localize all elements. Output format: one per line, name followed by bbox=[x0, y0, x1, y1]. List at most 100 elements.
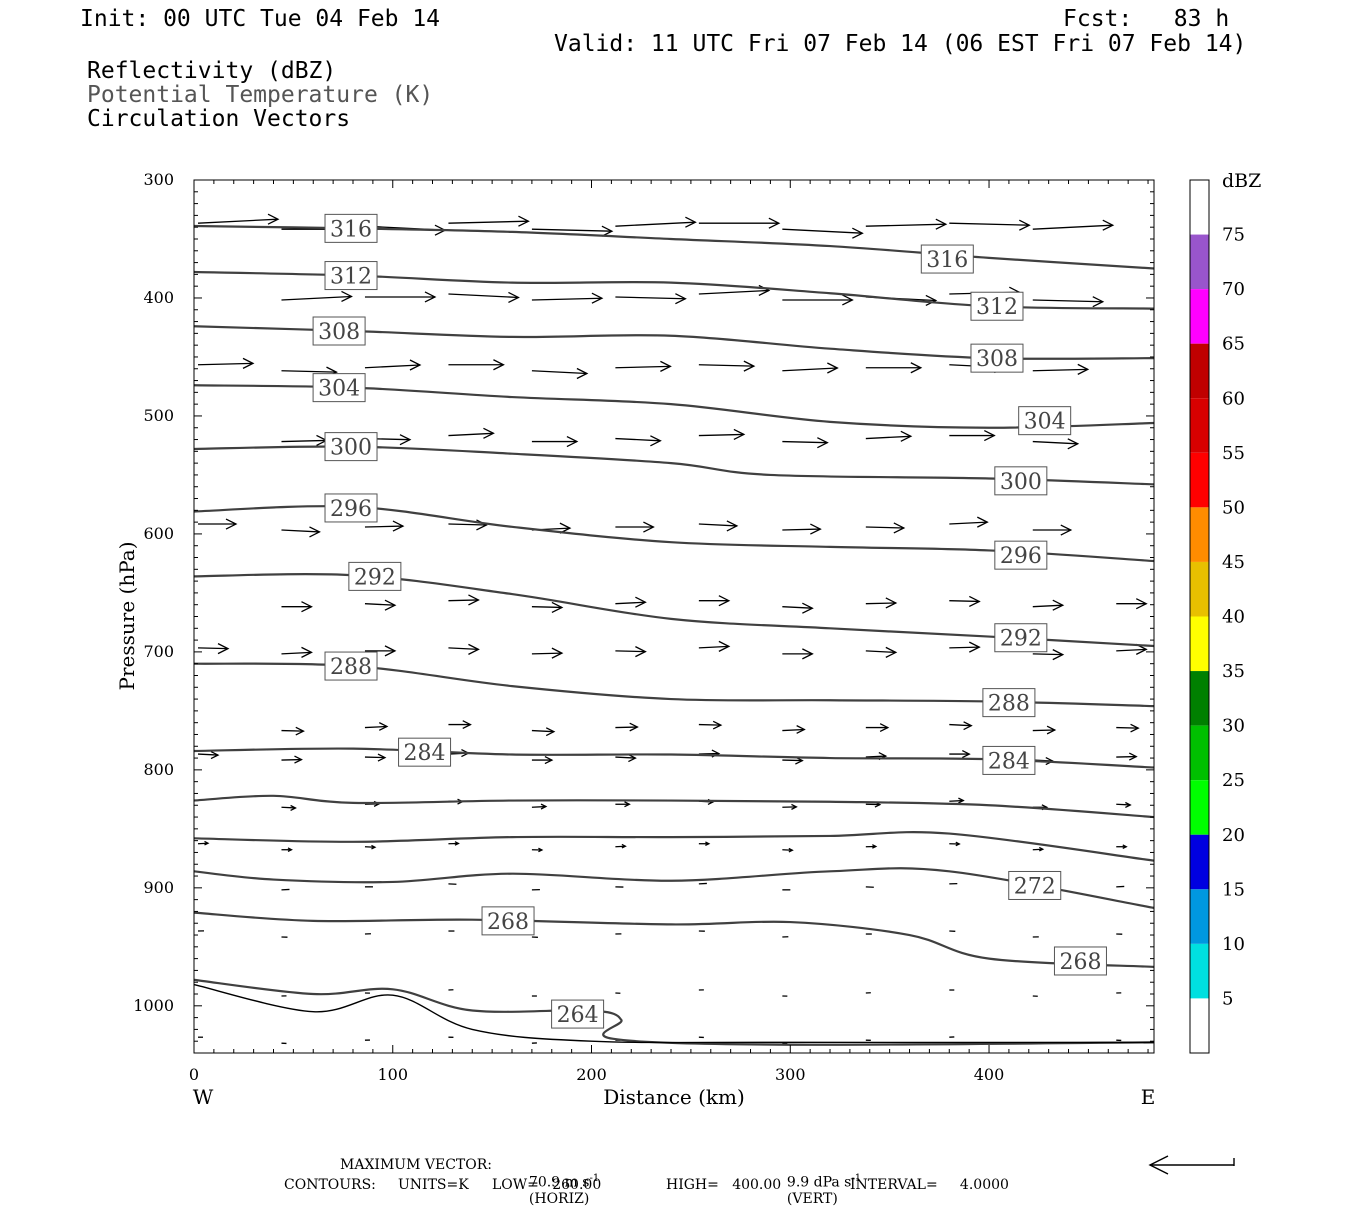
vector-arrow bbox=[365, 526, 403, 527]
vector-arrow bbox=[281, 530, 319, 532]
vector-arrow bbox=[532, 607, 562, 608]
colorbar-segment bbox=[1190, 562, 1209, 617]
colorbar-tick-label: 60 bbox=[1222, 388, 1245, 409]
west-label: W bbox=[193, 1085, 214, 1109]
contour-label: 268 bbox=[1059, 950, 1101, 975]
vector-arrow bbox=[281, 652, 311, 654]
colorbar-segment bbox=[1190, 671, 1209, 726]
contour-label: 300 bbox=[330, 436, 372, 461]
y-axis-title: Pressure (hPa) bbox=[115, 542, 139, 691]
colorbar-segment bbox=[1190, 453, 1209, 508]
colorbar-tick-label: 45 bbox=[1222, 552, 1245, 573]
colorbar-tick-label: 65 bbox=[1222, 334, 1245, 355]
colorbar-tick-label: 15 bbox=[1222, 879, 1245, 900]
y-tick-label: 1000 bbox=[133, 996, 174, 1015]
vector-arrow bbox=[281, 371, 336, 372]
vector-arrow bbox=[1033, 369, 1088, 370]
colorbar-segment bbox=[1190, 944, 1209, 999]
vector-arrow bbox=[448, 524, 486, 525]
vector-arrow bbox=[448, 433, 493, 435]
contour-label: 292 bbox=[1000, 627, 1042, 652]
vector-arrow bbox=[1033, 654, 1063, 655]
vector-arrow bbox=[782, 529, 820, 530]
colorbar-segment bbox=[1190, 344, 1209, 399]
colorbar-tick-label: 50 bbox=[1222, 497, 1245, 518]
vector-arrow bbox=[365, 604, 395, 606]
colorbar-tick-label: 70 bbox=[1222, 279, 1245, 300]
colorbar-title: dBZ bbox=[1222, 170, 1261, 192]
vector-arrow bbox=[281, 731, 303, 732]
y-tick-label: 700 bbox=[143, 642, 174, 661]
colorbar-segment bbox=[1190, 617, 1209, 672]
theta-contours: 3163163123123083083043043003002962962922… bbox=[194, 214, 1154, 1044]
vector-arrow bbox=[1033, 730, 1055, 731]
x-tick-label: 200 bbox=[576, 1065, 607, 1084]
vector-arrow bbox=[699, 725, 721, 726]
theta-contour-264 bbox=[194, 980, 1154, 1045]
vector-arrow bbox=[866, 527, 904, 528]
vector-arrow bbox=[699, 365, 754, 366]
vector-arrow bbox=[699, 646, 729, 648]
colorbar-segment bbox=[1190, 289, 1209, 344]
vector-arrow bbox=[448, 221, 528, 223]
contours-label: CONTOURS: bbox=[284, 1177, 376, 1193]
contour-label: 304 bbox=[1024, 410, 1066, 435]
contour-label: 296 bbox=[330, 497, 372, 522]
vector-arrow bbox=[782, 368, 837, 371]
x-tick-label: 100 bbox=[377, 1065, 408, 1084]
theta-contour-276 bbox=[194, 832, 1154, 861]
contours-interval: INTERVAL= 4.0000 bbox=[850, 1177, 1009, 1193]
contour-label: 312 bbox=[330, 265, 372, 290]
colorbar-tick-label: 55 bbox=[1222, 443, 1245, 464]
contour-label: 312 bbox=[976, 295, 1018, 320]
contour-label: 288 bbox=[330, 655, 372, 680]
vector-arrow bbox=[949, 647, 979, 648]
vector-arrow bbox=[198, 363, 253, 364]
contours-low: LOW= 260.00 bbox=[492, 1177, 601, 1193]
vector-arrow bbox=[949, 601, 979, 602]
contour-label: 296 bbox=[1000, 544, 1042, 569]
vector-arrow bbox=[615, 222, 695, 226]
colorbar-tick-label: 5 bbox=[1222, 988, 1233, 1009]
colorbar-tick-label: 25 bbox=[1222, 770, 1245, 791]
east-label: E bbox=[1141, 1085, 1156, 1109]
colorbar-segment bbox=[1190, 235, 1209, 290]
colorbar-tick-label: 20 bbox=[1222, 825, 1245, 846]
vector-arrow bbox=[699, 290, 769, 294]
vector-arrow bbox=[448, 648, 478, 650]
colorbar-tick-label: 40 bbox=[1222, 607, 1245, 628]
theta-contour-268 bbox=[194, 913, 1154, 967]
vector-arrow bbox=[782, 607, 812, 609]
contour-label: 292 bbox=[354, 565, 396, 590]
vector-arrow bbox=[866, 603, 896, 604]
theta-contour-280 bbox=[194, 796, 1154, 817]
vector-arrow bbox=[532, 653, 562, 654]
vector-arrow bbox=[1033, 442, 1078, 444]
colorbar-tick-label: 75 bbox=[1222, 225, 1245, 246]
vector-arrow bbox=[615, 297, 685, 299]
y-tick-label: 800 bbox=[143, 760, 174, 779]
colorbar-segment bbox=[1190, 835, 1209, 890]
vector-arrow bbox=[782, 760, 802, 761]
contour-label: 268 bbox=[487, 910, 529, 935]
colorbar-segment bbox=[1190, 726, 1209, 781]
y-tick-label: 400 bbox=[143, 288, 174, 307]
vert-value: 9.9 dPa s bbox=[787, 1175, 851, 1191]
horiz-tail: (HORIZ) bbox=[529, 1191, 589, 1207]
contour-label: 304 bbox=[318, 377, 360, 402]
colorbar-tick-label: 35 bbox=[1222, 661, 1245, 682]
colorbar-segment bbox=[1190, 998, 1209, 1053]
vector-arrow bbox=[1116, 757, 1136, 758]
y-tick-label: 300 bbox=[143, 170, 174, 189]
colorbar-segment bbox=[1190, 180, 1209, 235]
vector-arrow bbox=[1033, 300, 1103, 302]
y-tick-label: 500 bbox=[143, 406, 174, 425]
contours-high: HIGH= 400.00 bbox=[666, 1177, 781, 1193]
colorbar-segment bbox=[1190, 507, 1209, 562]
x-axis-title: Distance (km) bbox=[603, 1085, 745, 1109]
vector-arrow bbox=[365, 757, 385, 758]
x-tick-label: 400 bbox=[974, 1065, 1005, 1084]
y-tick-label: 600 bbox=[143, 524, 174, 543]
vector-arrow bbox=[532, 229, 612, 231]
